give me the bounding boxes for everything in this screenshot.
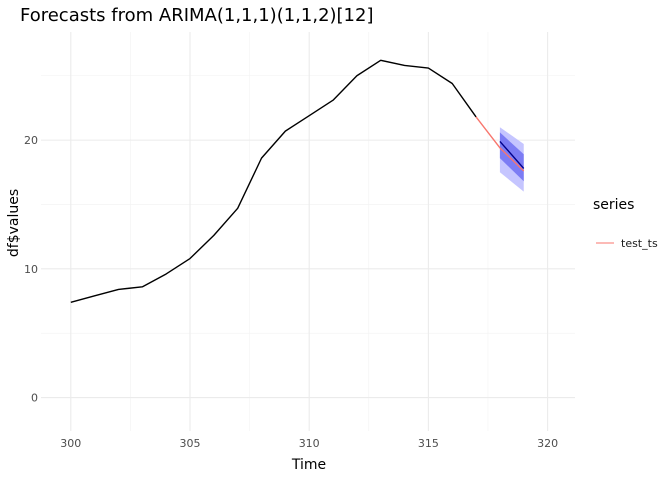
y-axis-ticks: 0 10 20	[24, 134, 38, 404]
x-axis-label: Time	[291, 457, 326, 473]
x-axis-ticks: 300 305 310 315 320	[60, 437, 558, 450]
legend-title: series	[593, 197, 634, 213]
y-tick-label: 10	[24, 263, 38, 276]
y-tick-label: 20	[24, 134, 38, 147]
series-line-observed	[70, 59, 477, 303]
interval-band-80	[499, 132, 524, 182]
x-tick-label: 305	[179, 437, 200, 450]
y-tick-label: 0	[31, 392, 38, 405]
legend-label-test-ts: test_ts	[621, 237, 658, 250]
x-tick-label: 315	[418, 437, 439, 450]
grid	[41, 32, 575, 431]
series-line-forecast	[499, 140, 525, 169]
x-tick-label: 300	[60, 437, 81, 450]
series-lines	[70, 59, 525, 303]
legend: series test_ts	[593, 197, 658, 250]
x-tick-label: 320	[537, 437, 558, 450]
chart-title: Forecasts from ARIMA(1,1,1)(1,1,2)[12]	[20, 5, 374, 26]
x-tick-label: 310	[299, 437, 320, 450]
series-line-test-ts	[475, 116, 525, 172]
y-axis-label: df$values	[6, 189, 22, 257]
